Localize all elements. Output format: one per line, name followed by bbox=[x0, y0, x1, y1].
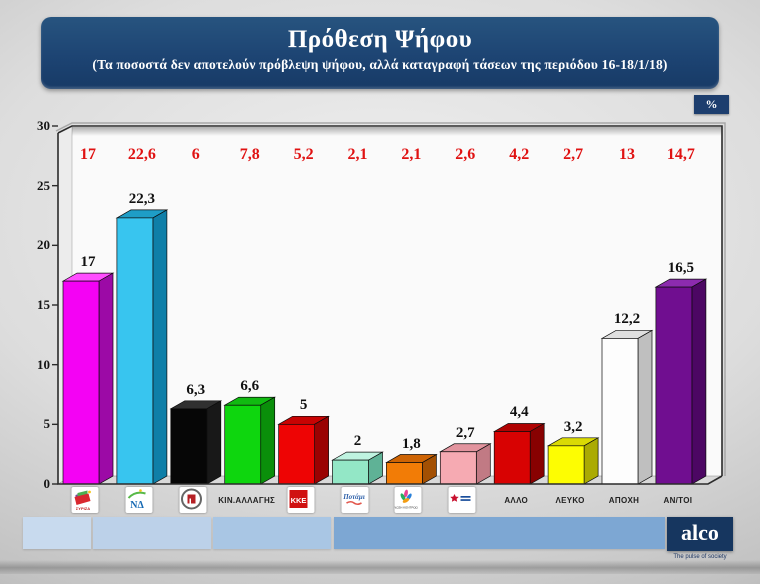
bar-front-11 bbox=[655, 286, 693, 485]
y-tick-label: 15 bbox=[37, 297, 50, 312]
bar-value-label: 2 bbox=[353, 433, 362, 450]
bar-value-label: 12,2 bbox=[613, 311, 641, 328]
bar-value-label: 5 bbox=[299, 397, 308, 414]
y-tick-label: 25 bbox=[37, 177, 50, 193]
x-axis-label-11: ΑΝ/ΤΟΙ bbox=[663, 496, 693, 505]
x-axis-label-8: ΑΛΛΟ bbox=[504, 496, 529, 505]
x-axis-label-9: ΛΕΥΚΟ bbox=[555, 496, 585, 505]
anel-logo bbox=[448, 487, 476, 513]
bar-value-label: 6,6 bbox=[240, 378, 260, 395]
bar-value-label: 6,3 bbox=[186, 381, 206, 398]
red-series-value: 17 bbox=[80, 146, 96, 163]
red-series-value: 5,2 bbox=[293, 146, 314, 163]
bar-front-10 bbox=[601, 338, 639, 485]
bar-side-10 bbox=[637, 329, 653, 485]
y-tick-label: 30 bbox=[37, 118, 50, 133]
chart-subtitle: (Τα ποσοστά δεν αποτελούν πρόβλεψη ψήφου… bbox=[92, 57, 668, 72]
potami-logo: Ποτάμι bbox=[341, 487, 368, 513]
alco-logo: alco bbox=[667, 517, 733, 551]
bar-front-1 bbox=[116, 217, 154, 485]
bar-side-8 bbox=[529, 422, 545, 485]
y-tick-label: 5 bbox=[43, 416, 51, 432]
x-axis-label-10: ΑΠΟΧΗ bbox=[608, 496, 640, 505]
bar-value-label: 16,5 bbox=[667, 260, 695, 277]
bar-value-label: 1,8 bbox=[402, 435, 421, 452]
enosi-kentroon-logo: ΕΝΩΣΗ ΚΕΝΤΡΩΩΝ bbox=[394, 487, 422, 513]
red-series-value: 2,6 bbox=[455, 146, 476, 163]
red-series-value: 7,8 bbox=[239, 146, 260, 163]
golden-dawn-logo bbox=[179, 487, 207, 513]
red-series-value: 2,1 bbox=[347, 146, 368, 163]
svg-text:KKE: KKE bbox=[290, 496, 306, 505]
svg-text:ΣΥΡΙΖΑ: ΣΥΡΙΖΑ bbox=[76, 506, 90, 511]
bar-value-label: 22,3 bbox=[128, 190, 156, 207]
bar-front-7 bbox=[439, 451, 477, 485]
red-series-value: 22,6 bbox=[127, 146, 156, 163]
red-series-value: 2,1 bbox=[401, 146, 422, 163]
red-series-value: 4,2 bbox=[509, 146, 530, 163]
bar-value-label: 2,7 bbox=[455, 424, 475, 441]
bar-side-4 bbox=[314, 415, 329, 485]
bar-side-0 bbox=[98, 272, 114, 485]
bar-front-9 bbox=[547, 445, 585, 485]
svg-text:ΝΔ: ΝΔ bbox=[130, 500, 144, 511]
bar-side-2 bbox=[206, 400, 222, 485]
footer-strip-1 bbox=[23, 517, 91, 549]
footer-strip-4 bbox=[334, 517, 665, 549]
red-series-value: 6 bbox=[191, 146, 200, 163]
bottom-shadow-band bbox=[0, 560, 760, 574]
bar-front-3 bbox=[224, 404, 262, 485]
footer-strip-2 bbox=[93, 517, 211, 549]
bar-front-8 bbox=[493, 431, 531, 485]
chart-title-banner: Πρόθεση Ψήφου (Τα ποσοστά δεν αποτελούν … bbox=[41, 17, 719, 89]
percent-unit-badge: % bbox=[694, 95, 729, 114]
bar-value-label: 17 bbox=[80, 254, 96, 271]
bar-value-label: 3,2 bbox=[563, 418, 583, 435]
bar-front-4 bbox=[278, 423, 315, 485]
red-series-value: 2,7 bbox=[563, 146, 584, 163]
footer-strip-3 bbox=[213, 517, 331, 549]
page-title: Πρόθεση Ψήφου bbox=[287, 26, 473, 53]
bar-front-5 bbox=[332, 459, 369, 485]
bar-front-6 bbox=[386, 462, 423, 485]
alco-tagline: The pulse of society bbox=[673, 554, 727, 560]
y-tick-label: 10 bbox=[37, 356, 50, 372]
bar-value-label: 4,4 bbox=[509, 404, 529, 421]
bar-front-0 bbox=[62, 280, 100, 485]
bar-side-3 bbox=[260, 396, 276, 485]
svg-text:ΕΝΩΣΗ ΚΕΝΤΡΩΩΝ: ΕΝΩΣΗ ΚΕΝΤΡΩΩΝ bbox=[395, 506, 418, 510]
bar-side-1 bbox=[152, 209, 168, 485]
svg-text:Ποτάμι: Ποτάμι bbox=[342, 493, 365, 501]
kke-logo: KKE bbox=[287, 487, 315, 513]
bar-side-9 bbox=[583, 437, 599, 485]
syriza-logo: ΣΥΡΙΖΑ bbox=[71, 487, 99, 513]
x-axis-label-3: ΚΙΝ.ΑΛΛΑΓΗΣ bbox=[218, 496, 276, 505]
y-tick-label: 20 bbox=[37, 237, 50, 253]
bar-side-11 bbox=[691, 278, 707, 485]
bar-front-2 bbox=[170, 408, 208, 485]
red-series-value: 13 bbox=[619, 146, 635, 163]
y-tick-label: 0 bbox=[43, 476, 51, 491]
red-series-value: 14,7 bbox=[666, 146, 695, 163]
nd-logo: ΝΔ bbox=[125, 487, 153, 513]
